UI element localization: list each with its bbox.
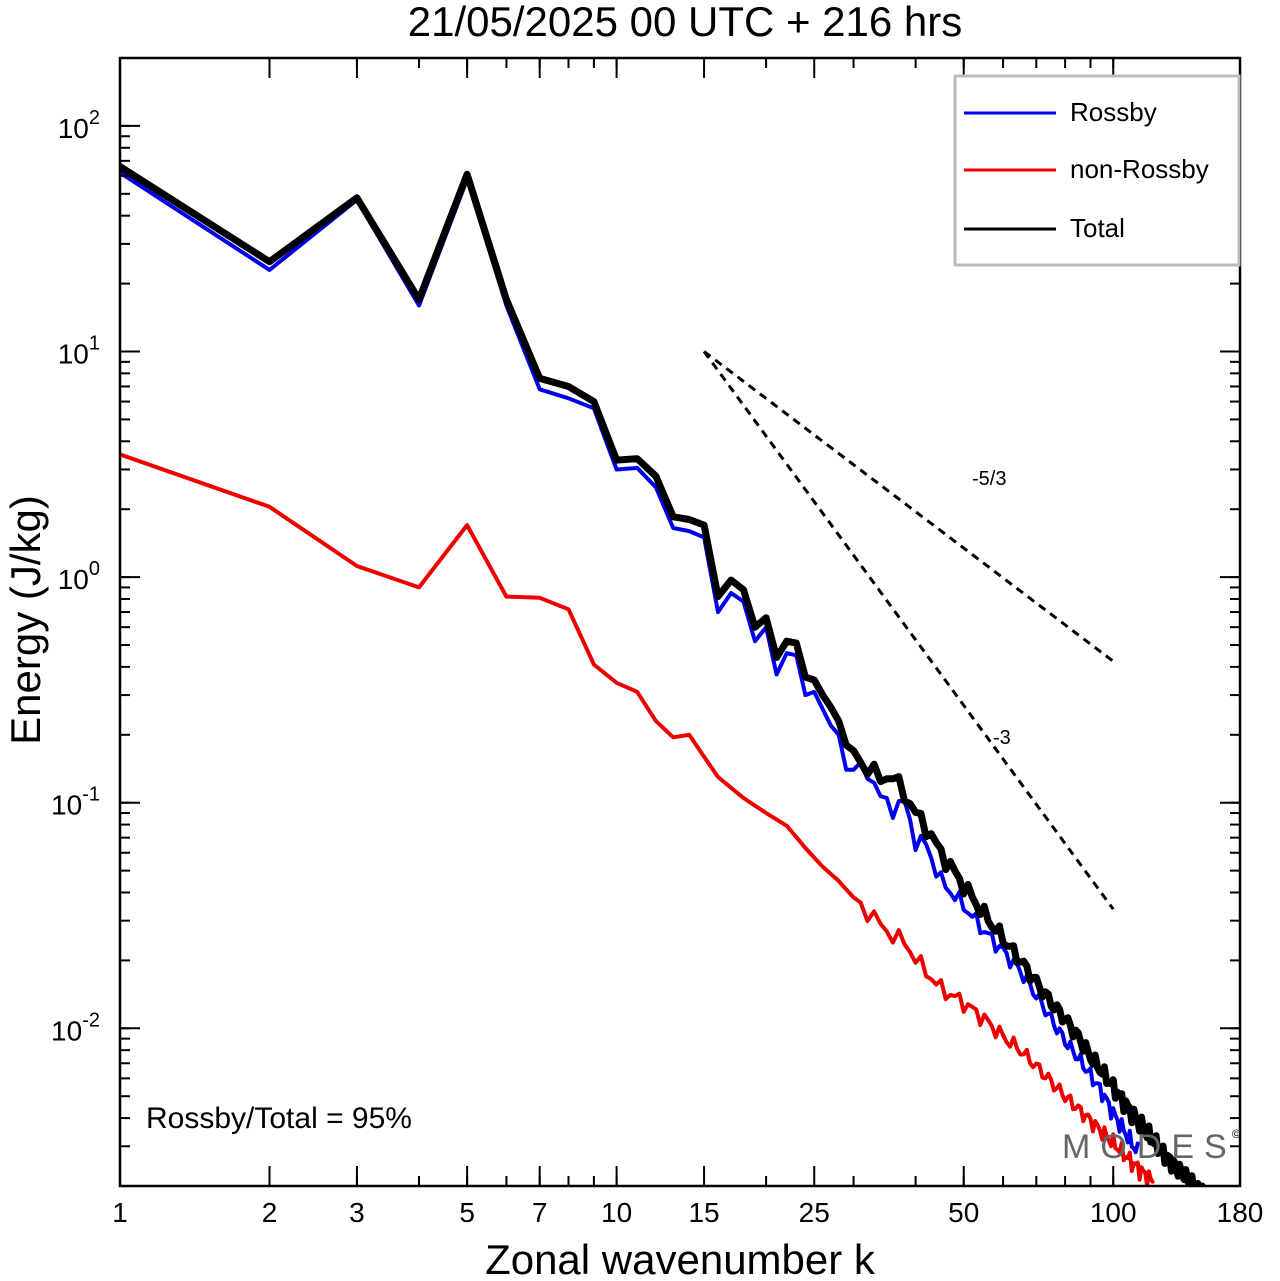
slope-label-3: -3 xyxy=(993,727,1011,749)
legend-label-total: Total xyxy=(1070,213,1125,243)
x-tick-label: 10 xyxy=(601,1197,632,1228)
y-tick-exponent: 0 xyxy=(89,558,100,580)
series-layer xyxy=(120,163,1206,1186)
series-rossby-line xyxy=(120,170,1140,1155)
y-tick-label: 100 xyxy=(58,558,100,595)
modes-watermark: MODES xyxy=(1062,1128,1237,1166)
legend-label-rossby: Rossby xyxy=(1070,97,1157,127)
x-tick-label: 50 xyxy=(948,1197,979,1228)
x-tick-label: 2 xyxy=(262,1197,278,1228)
series-total-line xyxy=(120,163,1206,1186)
y-tick-base: 10 xyxy=(58,564,89,595)
copyright-mark: © xyxy=(1232,1127,1241,1141)
y-tick-label: 101 xyxy=(58,333,100,370)
plot-frame xyxy=(118,56,1242,1188)
y-tick-base: 10 xyxy=(58,339,89,370)
reference-lines xyxy=(702,350,1115,911)
y-axis-label: Energy (J/kg) xyxy=(2,495,49,745)
x-tick-label: 7 xyxy=(532,1197,548,1228)
x-tick-label: 100 xyxy=(1090,1197,1137,1228)
x-tick-label: 15 xyxy=(688,1197,719,1228)
y-tick-base: 10 xyxy=(51,790,82,821)
y-tick-base: 10 xyxy=(58,113,89,144)
y-tick-label: 10-2 xyxy=(51,1009,100,1046)
reference-line-3 xyxy=(702,350,1115,911)
y-tick-exponent: -2 xyxy=(82,1009,100,1031)
y-tick-exponent: 2 xyxy=(89,107,100,129)
y-tick-base: 10 xyxy=(51,1015,82,1046)
series-clip-group xyxy=(120,163,1206,1186)
chart-title: 21/05/2025 00 UTC + 216 hrs xyxy=(408,0,963,45)
reference-line-5-3 xyxy=(703,350,1115,663)
x-tick-label: 1 xyxy=(112,1197,128,1228)
slope-label-5-3: -5/3 xyxy=(972,468,1006,490)
legend-label-non-rossby: non-Rossby xyxy=(1070,154,1209,184)
x-axis-label: Zonal wavenumber k xyxy=(485,1236,876,1281)
x-tick-label: 180 xyxy=(1217,1197,1264,1228)
x-tick-label: 25 xyxy=(799,1197,830,1228)
x-tick-label: 5 xyxy=(459,1197,475,1228)
y-tick-exponent: 1 xyxy=(89,333,100,355)
rossby-ratio-annotation: Rossby/Total = 95% xyxy=(146,1102,412,1135)
y-tick-label: 10-1 xyxy=(51,784,100,821)
y-tick-label: 102 xyxy=(58,107,100,144)
x-tick-label: 3 xyxy=(349,1197,365,1228)
legend: Rossby non-Rossby Total xyxy=(953,74,1241,267)
y-tick-exponent: -1 xyxy=(82,784,100,806)
series-non-rossby-line xyxy=(120,452,1155,1186)
